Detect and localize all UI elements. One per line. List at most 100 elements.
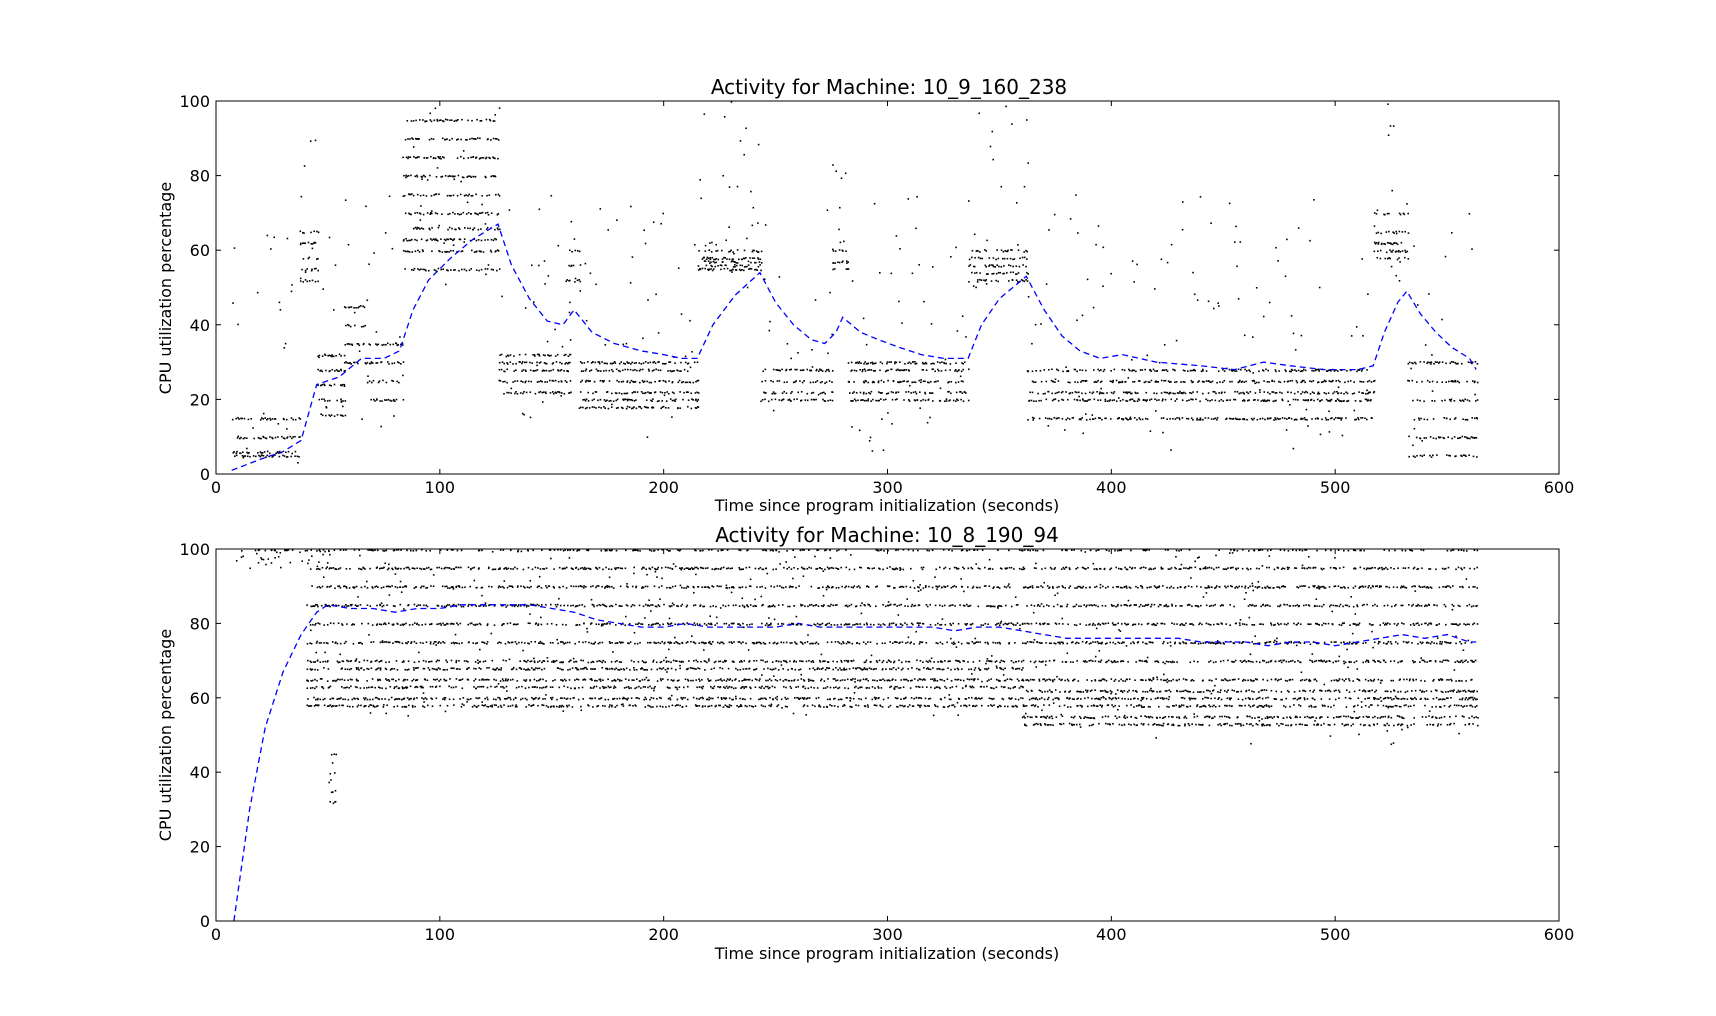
data-point [660,407,662,410]
data-point [462,211,465,214]
data-point [540,642,543,644]
data-point [496,269,498,272]
data-point [612,400,615,403]
data-point [403,567,405,570]
data-point [480,120,483,122]
data-point [473,667,475,670]
data-point [609,704,611,706]
data-point [358,669,360,671]
data-point [578,250,581,253]
data-point [692,381,695,384]
data-point [659,598,661,600]
data-point [757,143,760,146]
data-point [1417,304,1419,306]
data-point [545,685,548,688]
data-point [237,416,239,419]
data-point [711,269,714,272]
data-point [651,604,654,606]
data-point [569,339,572,341]
data-point [359,568,362,570]
data-point [344,344,347,346]
data-point [378,698,381,701]
data-point [1309,380,1311,382]
data-point [1103,368,1106,371]
data-point [1379,249,1382,252]
data-point [757,265,760,268]
data-point [1412,362,1414,365]
data-point [499,549,502,551]
data-point [1267,369,1269,372]
data-point [474,661,477,663]
data-point [829,291,831,294]
data-point [657,549,659,551]
data-point [440,624,442,626]
data-point [1042,393,1045,395]
data-point [443,238,446,241]
data-point [445,659,447,662]
data-point [648,624,650,626]
data-point [726,258,728,260]
data-point [730,249,732,252]
data-point [1085,419,1088,421]
data-point [371,678,374,680]
data-point [1431,390,1434,392]
data-point [779,369,781,372]
data-point [634,687,636,690]
data-point [455,686,457,688]
data-point [1221,391,1223,394]
data-point [430,623,433,625]
data-point [908,400,911,402]
data-point [438,224,440,227]
data-point [1045,283,1048,285]
data-point [614,668,616,671]
data-point [695,407,698,409]
data-point [1056,391,1058,394]
data-point [574,642,576,645]
data-point [303,242,305,244]
data-point [845,250,847,252]
data-point [583,678,586,680]
data-point [806,392,809,395]
data-point [811,349,813,351]
data-point [625,604,628,606]
data-point [425,604,427,607]
data-point [1207,392,1210,394]
data-point [1235,370,1238,372]
data-point [591,679,593,681]
data-point [1261,417,1264,420]
data-point [1125,391,1128,393]
data-point [497,139,500,141]
data-point [680,370,682,372]
data-point [392,623,395,626]
data-point [357,306,359,309]
data-point [627,697,629,700]
data-point [478,667,481,669]
data-point [710,264,712,267]
data-point [1191,381,1193,384]
data-point [1448,454,1450,457]
data-point [1360,370,1363,372]
data-point [311,279,314,282]
data-point [768,329,771,332]
data-point [388,622,390,625]
data-point [482,157,485,159]
data-point [533,301,535,303]
data-point [1193,368,1195,371]
data-point [1312,380,1315,382]
data-point [339,384,342,386]
data-point [480,239,483,242]
data-point [919,391,921,393]
data-point [987,273,989,275]
data-point [529,613,531,615]
data-point [630,605,633,608]
data-point [580,370,583,372]
data-point [887,379,889,382]
data-point [343,679,346,681]
data-point [494,175,497,178]
data-point [396,568,399,570]
data-point [318,585,321,588]
data-point [386,679,388,681]
data-point [298,417,300,419]
data-point [1223,391,1226,394]
data-point [401,698,403,701]
